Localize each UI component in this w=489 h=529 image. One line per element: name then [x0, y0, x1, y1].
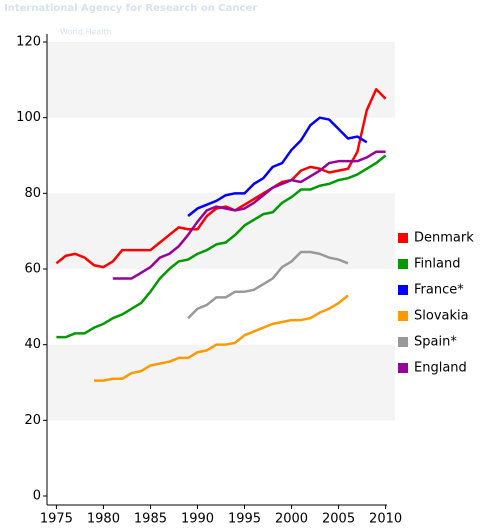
legend-label: France* — [414, 283, 464, 298]
legend-swatch — [398, 363, 408, 373]
series-line — [94, 294, 349, 382]
band — [47, 344, 395, 421]
series-line — [187, 250, 349, 320]
watermark-organization: World Health — [60, 28, 112, 37]
legend-label: Slovakia — [414, 309, 469, 324]
y-tick-label: 100 — [16, 110, 41, 125]
series-line — [56, 154, 387, 339]
series-line — [112, 150, 386, 280]
x-tick-label: 1995 — [228, 512, 261, 527]
x-tick-label: 1990 — [181, 512, 214, 527]
legend-swatch — [398, 285, 408, 295]
y-tick-label: 60 — [24, 262, 41, 277]
legend-swatch — [398, 233, 408, 243]
watermark-agency: International Agency for Research on Can… — [4, 3, 257, 14]
legend-swatch — [398, 311, 408, 321]
x-tick-label: 1980 — [87, 512, 120, 527]
x-tick-label: 2000 — [275, 512, 308, 527]
legend-swatch — [398, 337, 408, 347]
y-tick-label: 120 — [16, 35, 41, 50]
legend-label: England — [414, 361, 467, 376]
y-tick-label: 20 — [24, 413, 41, 428]
y-tick-label: 80 — [24, 186, 41, 201]
legend-label: Spain* — [414, 335, 457, 350]
x-tick-label: 1985 — [134, 512, 167, 527]
x-tick-label: 2005 — [322, 512, 355, 527]
series-line — [187, 116, 368, 218]
x-tick-label: 2010 — [369, 512, 402, 527]
band — [47, 193, 395, 269]
legend-swatch — [398, 259, 408, 269]
legend-label: Finland — [414, 257, 460, 272]
y-tick-label: 0 — [33, 489, 41, 504]
y-tick-label: 40 — [24, 337, 41, 352]
x-tick-label: 1975 — [40, 512, 73, 527]
legend-label: Denmark — [414, 231, 474, 246]
band — [47, 42, 395, 118]
